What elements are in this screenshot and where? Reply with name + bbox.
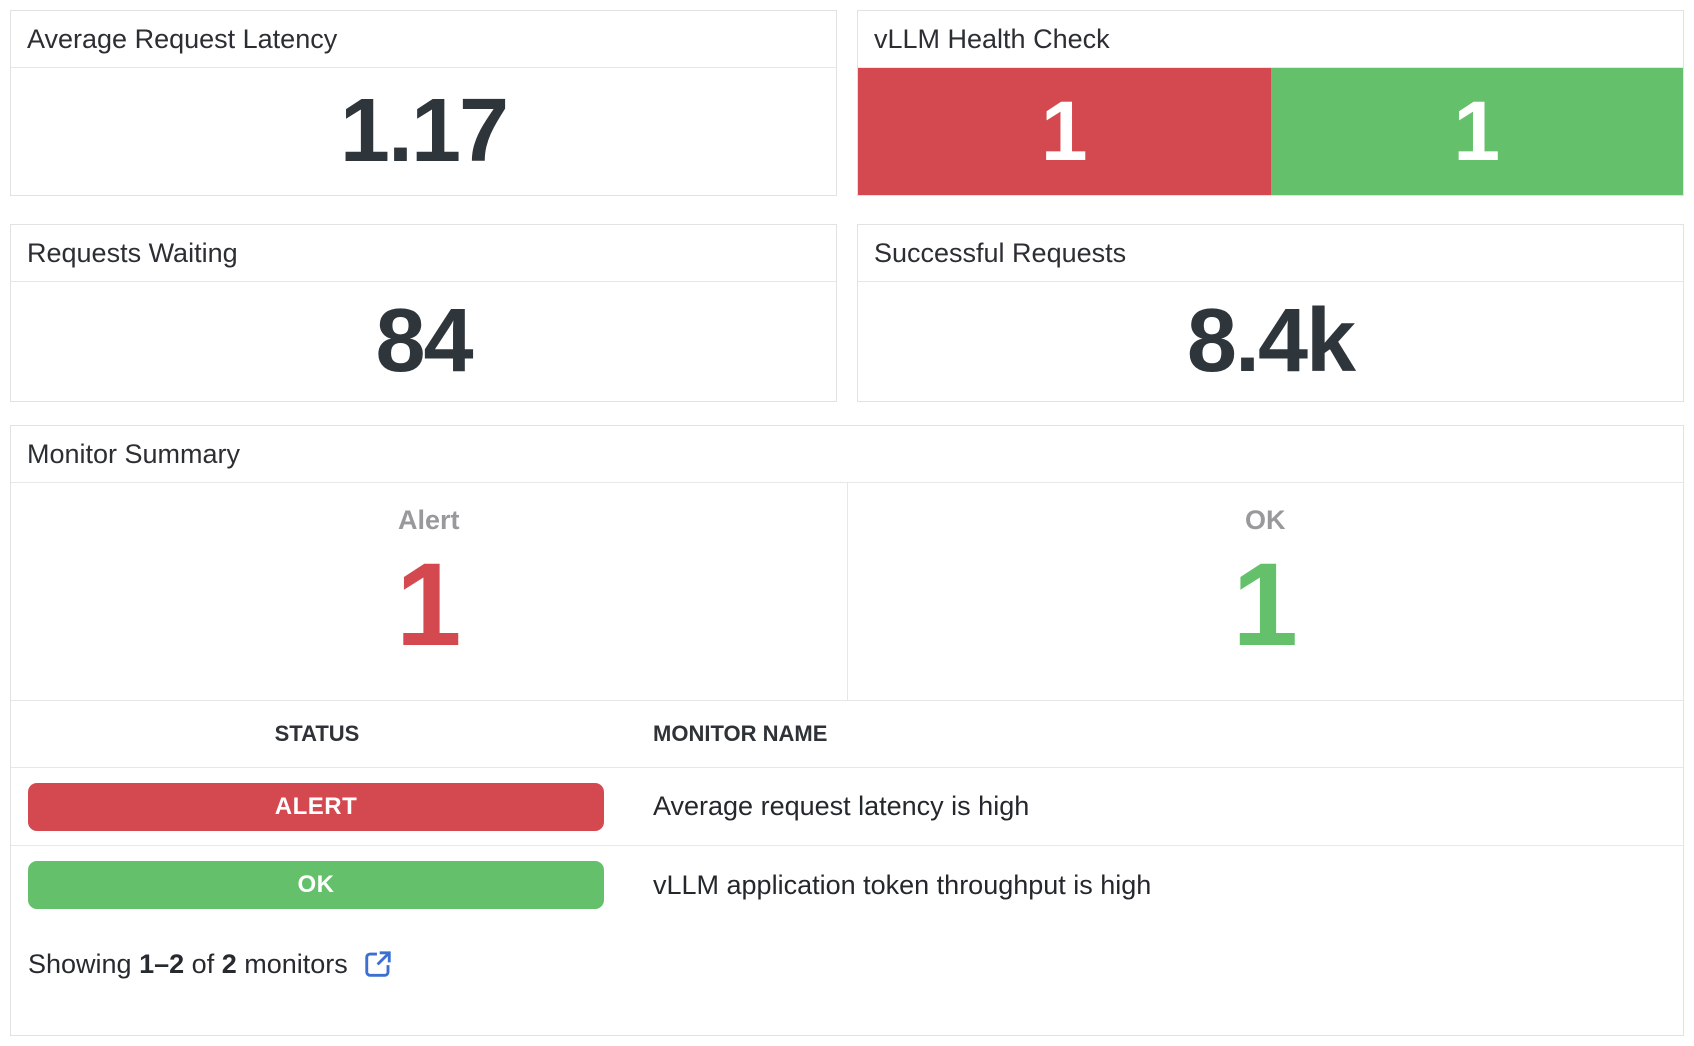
monitor-name-column-header: MONITOR NAME bbox=[653, 721, 828, 746]
status-cell: ALERT bbox=[11, 782, 623, 831]
panel-title: vLLM Health Check bbox=[858, 11, 1683, 68]
monitor-table-footer: Showing 1–2 of 2 monitors bbox=[11, 924, 1683, 980]
table-row[interactable]: OK vLLM application token throughput is … bbox=[11, 846, 1683, 924]
status-column-header: STATUS bbox=[274, 721, 360, 746]
successful-requests-value: 8.4k bbox=[1186, 291, 1356, 391]
alert-counter-value: 1 bbox=[395, 539, 462, 671]
monitor-table-header: STATUS MONITOR NAME bbox=[11, 701, 1683, 768]
monitor-name-link[interactable]: vLLM application token throughput is hig… bbox=[653, 869, 1152, 900]
ok-counter-label: OK bbox=[1245, 505, 1286, 535]
panel-monitor-summary: Monitor Summary Alert 1 OK 1 STATUS MONI… bbox=[10, 425, 1684, 1036]
panel-successful-requests: Successful Requests 8.4k bbox=[857, 224, 1684, 402]
alert-counter: Alert 1 bbox=[11, 483, 847, 700]
health-check-bar: 1 1 bbox=[858, 68, 1683, 195]
alert-counter-label: Alert bbox=[397, 505, 460, 535]
status-badge-alert: ALERT bbox=[28, 782, 604, 831]
footer-of: of bbox=[191, 948, 215, 979]
requests-waiting-value: 84 bbox=[375, 291, 473, 391]
monitor-status-counters: Alert 1 OK 1 bbox=[11, 483, 1683, 701]
status-cell: OK bbox=[11, 861, 623, 909]
health-alert-segment: 1 bbox=[858, 68, 1271, 195]
monitor-name-link[interactable]: Average request latency is high bbox=[653, 791, 1030, 821]
top-row: Average Request Latency 1.17 vLLM Health… bbox=[10, 10, 1684, 196]
ok-counter-value: 1 bbox=[1232, 539, 1299, 671]
status-badge-ok: OK bbox=[28, 861, 604, 909]
query-value-body: 8.4k bbox=[858, 282, 1683, 401]
query-value-body: 1.17 bbox=[11, 68, 836, 195]
footer-range: 1–2 bbox=[139, 948, 185, 979]
panel-title: Average Request Latency bbox=[11, 11, 836, 68]
panel-vllm-health-check: vLLM Health Check 1 1 bbox=[857, 10, 1684, 196]
panel-title: Monitor Summary bbox=[11, 426, 1683, 483]
query-value-body: 84 bbox=[11, 282, 836, 401]
panel-title: Requests Waiting bbox=[11, 225, 836, 282]
panel-title: Successful Requests bbox=[858, 225, 1683, 282]
footer-unit: monitors bbox=[244, 948, 348, 979]
footer-text: Showing 1–2 of 2 monitors bbox=[28, 949, 348, 980]
ok-counter: OK 1 bbox=[846, 483, 1684, 700]
footer-showing: Showing bbox=[28, 948, 132, 979]
table-row[interactable]: ALERT Average request latency is high bbox=[11, 768, 1683, 846]
middle-row: Requests Waiting 84 Successful Requests … bbox=[10, 224, 1684, 402]
footer-total: 2 bbox=[221, 948, 237, 979]
panel-average-request-latency: Average Request Latency 1.17 bbox=[10, 10, 837, 196]
latency-value: 1.17 bbox=[339, 81, 509, 181]
panel-requests-waiting: Requests Waiting 84 bbox=[10, 224, 837, 402]
health-ok-segment: 1 bbox=[1270, 68, 1683, 195]
external-link-icon[interactable] bbox=[362, 948, 394, 980]
